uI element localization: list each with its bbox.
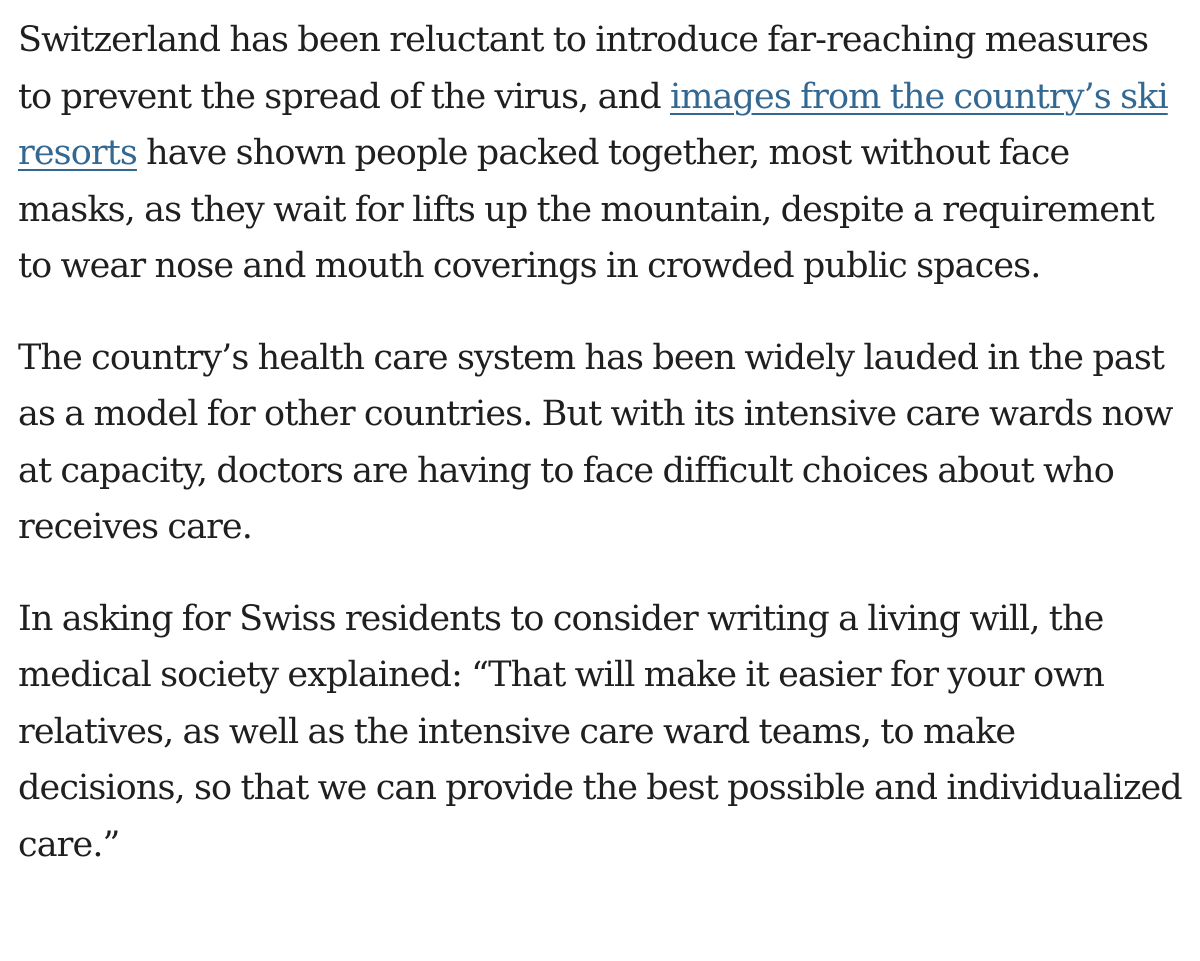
ski-resorts-images-link[interactable]: images from the country’s ski resorts <box>18 76 1169 174</box>
paragraph-living-will: In asking for Swiss residents to conside… <box>18 598 1183 865</box>
paragraph-health-care-system: The country’s health care system has bee… <box>18 337 1173 548</box>
paragraph-1-text-after-link: have shown people packed together, most … <box>18 133 1155 286</box>
paragraph-1-text-before-link: Switzerland has been reluctant to introd… <box>18 20 1149 117</box>
article-body: Switzerland has been reluctant to introd… <box>18 12 1188 873</box>
paragraph-ski-resorts: Switzerland has been reluctant to introd… <box>18 12 1188 295</box>
